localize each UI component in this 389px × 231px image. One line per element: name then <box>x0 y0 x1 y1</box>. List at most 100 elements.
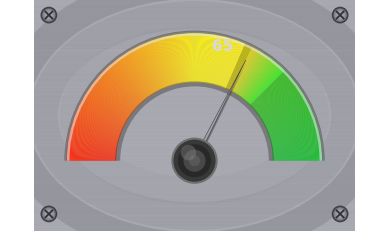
Wedge shape <box>67 150 116 155</box>
Wedge shape <box>91 84 131 115</box>
Wedge shape <box>165 36 177 85</box>
Wedge shape <box>82 98 126 123</box>
Wedge shape <box>259 88 301 117</box>
Wedge shape <box>263 100 308 124</box>
Wedge shape <box>117 57 148 98</box>
Wedge shape <box>211 35 223 84</box>
Wedge shape <box>86 90 129 118</box>
Circle shape <box>336 210 344 218</box>
Wedge shape <box>265 103 310 126</box>
Wedge shape <box>269 122 317 138</box>
Wedge shape <box>137 45 160 91</box>
Polygon shape <box>194 61 247 163</box>
Wedge shape <box>248 67 283 104</box>
Wedge shape <box>127 51 154 94</box>
Wedge shape <box>268 115 315 134</box>
Wedge shape <box>207 34 216 83</box>
Wedge shape <box>170 34 180 84</box>
Wedge shape <box>66 159 116 160</box>
Wedge shape <box>260 91 303 119</box>
Wedge shape <box>68 134 118 145</box>
Wedge shape <box>267 112 314 132</box>
Wedge shape <box>269 120 317 137</box>
Wedge shape <box>72 122 120 138</box>
Wedge shape <box>68 137 117 147</box>
Wedge shape <box>219 38 235 86</box>
Wedge shape <box>181 33 187 83</box>
Wedge shape <box>201 33 206 83</box>
Wedge shape <box>273 151 323 155</box>
Wedge shape <box>205 33 213 83</box>
Wedge shape <box>69 131 118 143</box>
Wedge shape <box>131 49 156 93</box>
Wedge shape <box>202 33 208 83</box>
Wedge shape <box>253 76 292 109</box>
Circle shape <box>41 206 56 222</box>
Wedge shape <box>257 83 297 114</box>
Wedge shape <box>204 33 210 83</box>
Wedge shape <box>84 94 127 121</box>
Wedge shape <box>256 82 297 113</box>
Wedge shape <box>67 143 117 150</box>
Wedge shape <box>261 93 304 120</box>
Wedge shape <box>163 36 175 85</box>
Wedge shape <box>273 153 323 156</box>
Wedge shape <box>200 32 203 82</box>
Wedge shape <box>213 36 226 85</box>
Wedge shape <box>159 37 173 85</box>
Wedge shape <box>179 33 185 83</box>
Wedge shape <box>221 40 238 87</box>
Wedge shape <box>272 139 321 148</box>
Wedge shape <box>244 61 277 100</box>
Wedge shape <box>102 70 138 106</box>
Wedge shape <box>66 152 116 156</box>
Wedge shape <box>233 49 259 93</box>
Wedge shape <box>158 37 173 86</box>
Circle shape <box>45 210 53 218</box>
Circle shape <box>172 139 217 183</box>
Wedge shape <box>107 66 142 103</box>
Wedge shape <box>161 36 175 85</box>
Wedge shape <box>270 130 319 142</box>
Wedge shape <box>273 152 323 156</box>
Wedge shape <box>65 31 324 161</box>
Wedge shape <box>206 33 215 83</box>
Wedge shape <box>93 80 133 112</box>
Wedge shape <box>103 69 140 105</box>
Wedge shape <box>200 33 205 83</box>
Wedge shape <box>150 40 168 87</box>
Wedge shape <box>253 75 291 109</box>
Wedge shape <box>71 124 119 139</box>
Wedge shape <box>172 34 182 84</box>
Wedge shape <box>262 96 306 122</box>
Wedge shape <box>242 59 274 99</box>
Wedge shape <box>89 87 130 116</box>
Wedge shape <box>83 96 127 122</box>
Wedge shape <box>225 42 245 89</box>
Wedge shape <box>115 59 147 99</box>
Wedge shape <box>271 133 320 144</box>
Wedge shape <box>85 93 128 120</box>
Wedge shape <box>118 57 149 98</box>
Wedge shape <box>167 35 179 84</box>
Wedge shape <box>121 54 151 96</box>
Wedge shape <box>73 118 121 135</box>
Wedge shape <box>184 33 189 83</box>
Wedge shape <box>228 44 250 90</box>
Wedge shape <box>106 67 141 104</box>
Wedge shape <box>109 64 143 102</box>
Wedge shape <box>268 116 315 134</box>
Wedge shape <box>75 113 122 132</box>
Wedge shape <box>122 54 151 96</box>
Wedge shape <box>79 103 124 126</box>
Wedge shape <box>254 78 294 111</box>
Wedge shape <box>273 160 323 161</box>
Wedge shape <box>66 156 116 158</box>
Wedge shape <box>260 90 303 118</box>
Circle shape <box>45 11 53 19</box>
Wedge shape <box>251 70 287 106</box>
Wedge shape <box>138 45 161 90</box>
Wedge shape <box>237 52 264 95</box>
Wedge shape <box>203 33 209 83</box>
Wedge shape <box>102 71 138 107</box>
